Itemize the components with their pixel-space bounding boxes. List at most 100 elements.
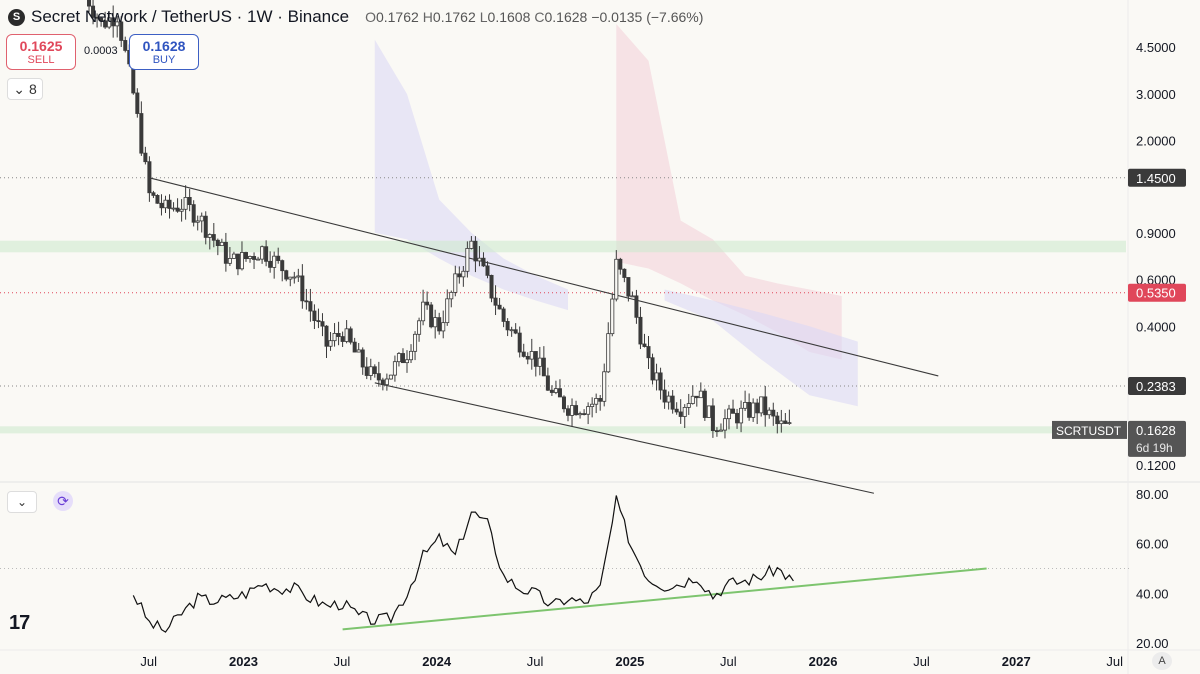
candle: [175, 207, 180, 212]
candle: [743, 402, 748, 409]
sell-button[interactable]: 0.1625 SELL: [6, 34, 76, 70]
candle: [501, 308, 506, 322]
candle: [248, 256, 253, 260]
candle: [344, 328, 349, 342]
candle: [167, 199, 172, 209]
candle: [618, 258, 623, 270]
candle: [771, 409, 776, 417]
candle: [485, 265, 490, 276]
channel-upper-trendline[interactable]: [149, 177, 939, 377]
candle: [666, 395, 671, 403]
candle: [779, 420, 784, 425]
sell-price: 0.1625: [19, 37, 63, 54]
candle: [123, 40, 128, 51]
candle: [489, 274, 494, 299]
rsi-line: [132, 495, 794, 633]
candle: [541, 357, 546, 377]
cloud-band-2026: [664, 289, 858, 407]
candle: [360, 349, 365, 368]
candle: [352, 341, 357, 353]
candle: [276, 255, 281, 261]
candle: [392, 361, 397, 376]
candle: [316, 320, 321, 323]
time-axis-tick: Jul: [140, 654, 157, 669]
price-level-label-bg: [1128, 168, 1186, 187]
candle: [211, 234, 216, 241]
candle: [195, 220, 200, 223]
candle: [606, 333, 611, 373]
candle: [336, 333, 341, 337]
candle: [751, 402, 756, 418]
price-level-label-bg: [1128, 283, 1186, 302]
time-axis-tick: Jul: [720, 654, 737, 669]
candle: [493, 297, 498, 306]
candle: [87, 0, 92, 7]
candle: [199, 215, 204, 222]
time-axis-tick: Jul: [527, 654, 544, 669]
candle: [364, 366, 369, 376]
candle: [151, 192, 156, 196]
candle: [783, 420, 788, 424]
time-axis-tick: 2026: [809, 654, 838, 669]
candle: [272, 255, 277, 268]
candle: [437, 317, 442, 332]
candle: [638, 316, 643, 345]
candle: [368, 366, 373, 376]
candle: [147, 161, 152, 194]
indicators-toggle-button[interactable]: ⌄ 8: [7, 78, 43, 100]
candle: [449, 291, 454, 300]
candle: [445, 298, 450, 324]
candle: [521, 351, 526, 357]
candle: [598, 398, 603, 402]
candle: [561, 396, 566, 410]
candle: [574, 405, 579, 416]
candle: [517, 332, 522, 353]
candle: [586, 406, 591, 415]
candle: [453, 273, 458, 293]
candle: [735, 412, 740, 424]
last-price-label: 0.1628: [1136, 423, 1176, 438]
candle: [674, 408, 679, 413]
time-axis-tick: 2025: [615, 654, 644, 669]
chevron-down-icon: ⌄: [16, 495, 28, 509]
rsi-collapse-button[interactable]: ⌄: [7, 491, 37, 513]
candle: [111, 17, 116, 27]
candle: [557, 388, 562, 398]
candle: [119, 21, 124, 41]
candle: [513, 329, 518, 334]
candle: [429, 304, 434, 328]
candle: [320, 321, 325, 327]
chevron-down-icon: ⌄: [13, 80, 25, 97]
candle: [300, 275, 305, 302]
candle: [191, 204, 196, 223]
candle: [706, 405, 711, 418]
ohlc-open: O0.1762: [365, 9, 419, 25]
auto-scale-button[interactable]: A: [1152, 652, 1172, 670]
channel-lower-trendline[interactable]: [374, 382, 875, 494]
candle: [409, 350, 414, 361]
symbol-tag-bg: [1052, 420, 1127, 439]
candle: [215, 239, 220, 247]
candle: [670, 395, 675, 410]
candle: [682, 407, 687, 417]
candle: [578, 413, 583, 416]
sell-label: SELL: [27, 53, 55, 66]
candle: [553, 388, 558, 393]
candle: [219, 241, 224, 247]
candle: [372, 366, 377, 375]
buy-button[interactable]: 0.1628 BUY: [129, 34, 199, 70]
price-level-label: 0.5350: [1136, 286, 1176, 301]
sync-icon[interactable]: ⟳: [53, 491, 73, 511]
candle: [582, 413, 587, 415]
candle: [304, 300, 309, 303]
candle: [465, 248, 470, 272]
candle: [662, 389, 667, 403]
price-axis-tick: 0.9000: [1136, 226, 1176, 241]
candle: [348, 328, 353, 343]
candle: [308, 301, 313, 312]
rsi-support-trendline[interactable]: [342, 567, 987, 631]
symbol-tag: SCRTUSDT: [1056, 424, 1122, 438]
tradingview-logo-icon[interactable]: 17: [9, 612, 30, 634]
symbol-title[interactable]: Secret Network / TetherUS · 1W · Binance: [31, 7, 350, 26]
